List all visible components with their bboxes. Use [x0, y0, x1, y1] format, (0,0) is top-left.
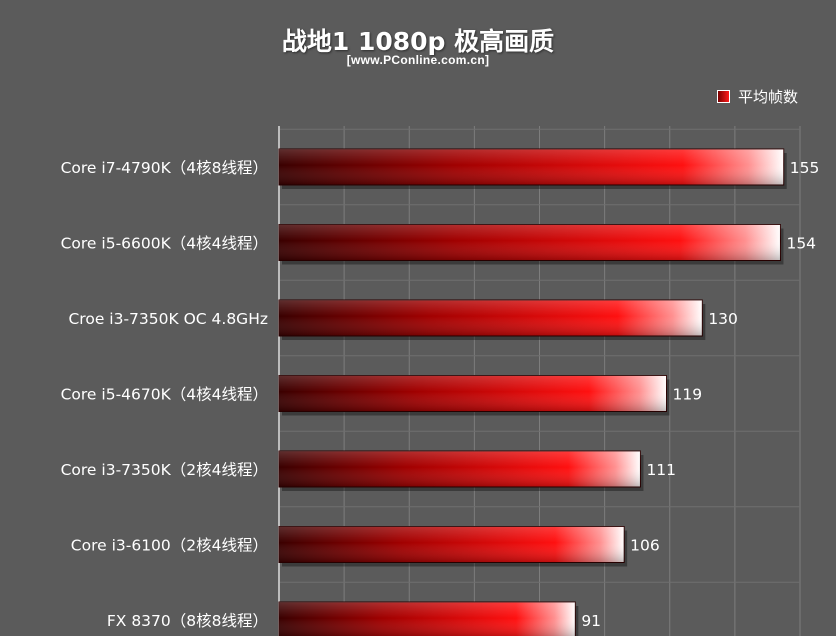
chart-title: 战地1 1080p 极高画质	[281, 27, 555, 56]
bar-highlight	[279, 451, 641, 487]
bar-highlight	[279, 375, 667, 412]
legend-swatch	[716, 90, 730, 103]
category-label: Core i3-6100（2核4线程）	[71, 537, 268, 555]
category-label: Core i5-6600K（4核4线程）	[61, 235, 268, 253]
bar-highlight	[279, 602, 576, 636]
value-label: 155	[790, 159, 820, 177]
category-label: FX 8370（8核8线程）	[107, 612, 268, 630]
category-label: Core i5-4670K（4核4线程）	[61, 386, 268, 404]
bar-highlight	[279, 300, 703, 336]
value-label: 91	[581, 612, 601, 630]
category-label: Core i3-7350K（2核4线程）	[61, 461, 268, 479]
category-label: Core i7-4790K（4核8线程）	[61, 159, 268, 177]
value-label: 119	[672, 386, 702, 404]
value-label: 111	[646, 461, 676, 479]
category-label: Croe i3-7350K OC 4.8GHz	[68, 310, 268, 328]
value-label: 130	[708, 310, 738, 328]
bars	[278, 148, 787, 636]
labels: Core i7-4790K（4核8线程） 155 Core i5-6600K（4核4…	[61, 159, 820, 630]
value-label: 154	[786, 235, 816, 253]
value-label: 106	[630, 537, 660, 555]
bar-highlight	[279, 526, 625, 563]
chart-subtitle: [www.PConline.com.cn]	[346, 53, 490, 67]
bar-highlight	[279, 149, 784, 185]
bar-highlight	[279, 224, 781, 261]
legend: 平均帧数	[716, 86, 798, 107]
legend-label: 平均帧数	[737, 88, 798, 106]
